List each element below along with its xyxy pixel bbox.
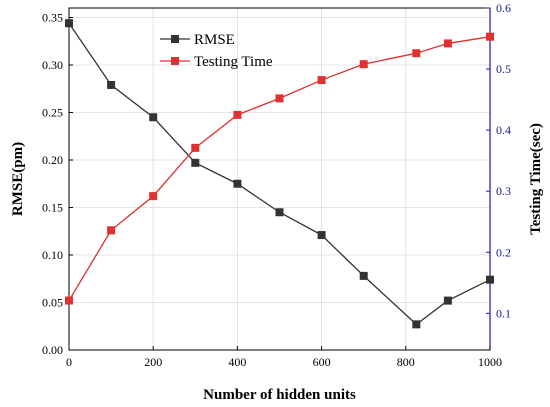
- x-tick-label: 800: [397, 355, 415, 369]
- data-point-rmse: [317, 231, 326, 240]
- data-point-testing-time: [233, 110, 242, 119]
- left-y-tick-label: 0.20: [42, 153, 63, 167]
- right-y-tick-label: 0.4: [496, 123, 511, 137]
- legend-marker-rmse: [171, 35, 179, 43]
- series-line-testing-time: [68, 36, 491, 301]
- left-y-tick-label: 0.25: [42, 106, 63, 120]
- right-y-tick-label: 0.6: [496, 1, 511, 15]
- right-y-tick-label: 0.5: [496, 62, 511, 76]
- data-point-testing-time: [107, 226, 116, 235]
- data-point-testing-time: [191, 143, 200, 152]
- right-y-axis-title: Testing Time(sec): [528, 123, 544, 235]
- data-point-testing-time: [412, 49, 421, 58]
- left-y-tick-label: 0.00: [42, 343, 63, 357]
- left-y-tick-label: 0.05: [42, 296, 63, 310]
- data-point-rmse: [275, 208, 284, 217]
- left-y-axis: 0.00 0.05 0.10 0.15 0.20 0.25 0.30 0.35: [42, 11, 73, 357]
- legend-label-testing-time: Testing Time: [194, 54, 273, 70]
- data-point-rmse: [65, 19, 73, 28]
- data-point-testing-time: [486, 32, 494, 41]
- right-y-tick-label: 0.1: [496, 306, 511, 320]
- right-y-tick-label: 0.3: [496, 184, 511, 198]
- right-y-tick-label: 0.2: [496, 245, 511, 259]
- x-axis: 0 200 400 600 800 1000: [66, 346, 502, 369]
- data-point-testing-time: [65, 296, 73, 305]
- data-point-testing-time: [275, 94, 284, 103]
- x-axis-title: Number of hidden units: [203, 387, 356, 403]
- legend-marker-testing-time: [171, 57, 179, 65]
- x-tick-label: 0: [66, 355, 72, 369]
- series-layer: [65, 19, 494, 329]
- right-y-axis: 0.1 0.2 0.3 0.4 0.5 0.6: [486, 1, 511, 320]
- data-point-rmse: [233, 179, 242, 188]
- data-point-rmse: [412, 320, 421, 329]
- plot-frame: [68, 7, 491, 351]
- left-y-tick-label: 0.35: [42, 11, 63, 25]
- left-y-tick-label: 0.30: [42, 58, 63, 72]
- x-tick-label: 200: [144, 355, 162, 369]
- data-point-testing-time: [317, 76, 326, 85]
- legend-label-rmse: RMSE: [194, 32, 235, 48]
- data-point-rmse: [443, 296, 452, 305]
- legend: RMSE Testing Time: [160, 32, 273, 70]
- grid-lines: [68, 8, 491, 351]
- x-tick-label: 600: [313, 355, 331, 369]
- data-point-testing-time: [443, 39, 452, 48]
- data-point-rmse: [486, 275, 494, 284]
- x-tick-label: 1000: [478, 355, 502, 369]
- data-point-rmse: [149, 113, 158, 122]
- x-tick-label: 400: [228, 355, 246, 369]
- data-point-rmse: [107, 80, 116, 89]
- data-point-rmse: [191, 158, 200, 167]
- data-point-testing-time: [149, 192, 158, 201]
- left-y-tick-label: 0.10: [42, 248, 63, 262]
- data-point-rmse: [359, 271, 368, 280]
- data-point-testing-time: [359, 60, 368, 69]
- series-line-rmse: [68, 22, 491, 326]
- left-y-axis-title: RMSE(pm): [10, 142, 26, 216]
- left-y-tick-label: 0.15: [42, 201, 63, 215]
